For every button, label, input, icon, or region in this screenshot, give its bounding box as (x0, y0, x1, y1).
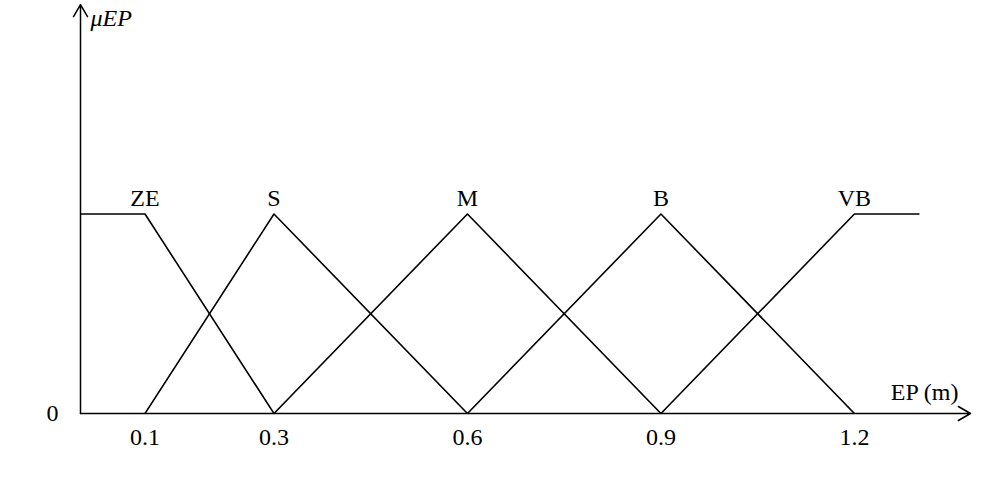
svg-text:0.6: 0.6 (452, 424, 482, 450)
svg-text:VB: VB (838, 185, 871, 211)
svg-text:EP (m): EP (m) (891, 379, 959, 405)
svg-text:M: M (457, 185, 478, 211)
svg-text:B: B (653, 185, 669, 211)
svg-text:μEP: μEP (90, 5, 133, 31)
svg-text:ZE: ZE (130, 185, 159, 211)
svg-text:0.3: 0.3 (259, 424, 289, 450)
svg-text:S: S (267, 185, 280, 211)
svg-text:0: 0 (47, 400, 59, 426)
svg-text:0.1: 0.1 (130, 424, 160, 450)
svg-text:0.9: 0.9 (646, 424, 676, 450)
svg-text:1.2: 1.2 (839, 424, 869, 450)
